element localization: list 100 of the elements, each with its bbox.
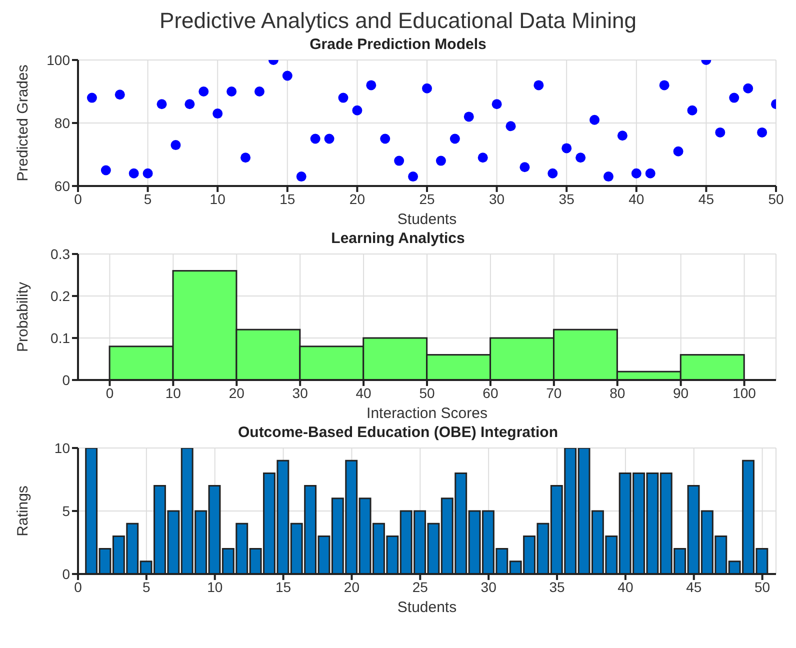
point [562, 143, 572, 154]
x-tick-label: 20 [344, 578, 360, 595]
x-tick-label: 80 [610, 384, 626, 401]
y-tick-label: 5 [62, 502, 70, 519]
point [520, 162, 530, 172]
y-tick-label: 10 [54, 440, 70, 456]
y-axis-title: Ratings [14, 486, 32, 536]
x-tick-label: 25 [419, 190, 435, 207]
chart-title: Predictive Analytics and Educational Data Mining [158, 8, 638, 35]
x-tick-label: 70 [546, 384, 562, 401]
point [240, 152, 251, 163]
x-tick-label: 90 [673, 384, 689, 401]
point [296, 172, 306, 182]
point [282, 70, 292, 81]
point [380, 134, 390, 144]
point [436, 156, 446, 166]
point [212, 108, 223, 119]
point [757, 127, 768, 138]
x-tick-label: 15 [280, 190, 296, 207]
point [226, 86, 237, 96]
y-axis-title: Predicted Grades [14, 64, 32, 182]
point [114, 90, 125, 100]
y-axis-title: Probability [14, 281, 32, 352]
point [86, 92, 97, 103]
point [590, 114, 600, 125]
point [198, 86, 209, 96]
point [170, 140, 181, 150]
point [576, 152, 586, 163]
x-tick-label: 100 [732, 384, 756, 401]
x-tick-label: 35 [549, 578, 566, 595]
y-tick-label: 0 [62, 566, 70, 582]
point [659, 80, 670, 90]
x-tick-label: 15 [276, 578, 292, 595]
x-tick-label: 30 [480, 578, 497, 595]
x-tick-label: 45 [686, 578, 702, 595]
x-tick-label: 30 [292, 384, 308, 401]
chart-subtitle: Grade Prediction Models [310, 36, 486, 53]
point [617, 130, 628, 141]
x-tick-label: 50 [768, 190, 784, 207]
point [603, 172, 614, 182]
x-axis-title: Students [397, 599, 457, 616]
chart-title: Outcome-Based Education (OBE) Integration [238, 424, 558, 441]
point [184, 99, 195, 110]
point [338, 92, 348, 103]
point [687, 105, 698, 116]
y-tick-label: 80 [54, 114, 70, 131]
point [506, 121, 516, 132]
y-tick-label: 0.3 [50, 246, 70, 262]
point [673, 146, 684, 156]
point [352, 105, 362, 116]
x-tick-label: 5 [144, 190, 152, 207]
y-tick-label: 0 [62, 372, 70, 388]
y-tick-label: 60 [54, 178, 70, 194]
x-tick-label: 10 [207, 578, 223, 595]
x-tick-label: 0 [74, 578, 82, 595]
x-tick-label: 50 [754, 578, 770, 595]
x-axis-title: Students [397, 211, 457, 228]
point [729, 92, 740, 103]
point [492, 99, 502, 110]
point [156, 99, 167, 110]
x-tick-label: 5 [142, 578, 151, 595]
x-tick-label: 0 [106, 384, 114, 401]
point [324, 134, 334, 144]
point [743, 83, 754, 94]
x-tick-label: 0 [74, 190, 82, 207]
y-tick-label: 0.1 [50, 330, 70, 346]
point [631, 168, 642, 178]
point [100, 165, 111, 176]
x-tick-label: 30 [489, 190, 505, 207]
point [142, 168, 153, 178]
point [645, 168, 656, 178]
point [464, 112, 474, 122]
x-tick-label: 25 [412, 578, 428, 595]
point [408, 172, 418, 182]
point [422, 83, 432, 94]
x-tick-label: 40 [356, 384, 372, 401]
point [478, 152, 488, 163]
x-tick-label: 10 [210, 190, 226, 207]
x-tick-label: 60 [482, 384, 498, 401]
x-tick-label: 45 [698, 190, 714, 207]
x-tick-label: 10 [165, 384, 182, 401]
point [715, 127, 726, 138]
point [366, 80, 376, 90]
point [534, 80, 544, 90]
x-tick-label: 50 [419, 384, 435, 401]
point [450, 134, 460, 144]
y-tick-label: 100 [46, 52, 70, 68]
point [310, 134, 320, 144]
point [548, 168, 558, 178]
x-tick-label: 20 [228, 384, 245, 401]
point [128, 168, 139, 178]
x-tick-label: 40 [628, 190, 644, 207]
x-tick-label: 35 [558, 190, 575, 207]
x-tick-label: 40 [618, 578, 634, 595]
point [394, 156, 404, 166]
x-axis-title: Interaction Scores [366, 405, 488, 422]
y-tick-label: 0.2 [50, 288, 70, 304]
x-tick-label: 20 [349, 190, 366, 207]
point [254, 86, 264, 96]
chart-title: Learning Analytics [331, 230, 465, 247]
